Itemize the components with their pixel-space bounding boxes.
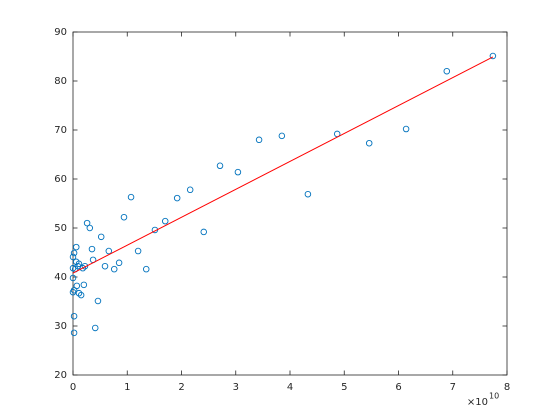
x-multiplier-exponent: 10: [489, 392, 499, 401]
scatter-point: [86, 224, 94, 232]
scatter-point: [134, 247, 142, 255]
scatter-point: [70, 312, 78, 320]
scatter-point: [69, 288, 77, 296]
x-tick-label: 0: [70, 382, 76, 393]
x-tick-label: 6: [395, 382, 401, 393]
scatter-point: [173, 194, 181, 202]
y-tick-label: 50: [54, 223, 67, 234]
scatter-point: [75, 289, 83, 297]
y-tick-label: 20: [54, 370, 67, 381]
y-tick-label: 80: [54, 76, 67, 87]
scatter-point: [69, 253, 77, 261]
y-tick-label: 40: [54, 272, 67, 283]
scatter-point: [97, 233, 105, 241]
scatter-point: [94, 297, 102, 305]
scatter-point: [73, 258, 80, 266]
scatter-point: [69, 264, 77, 272]
scatter-point: [278, 132, 286, 140]
scatter-point: [120, 213, 128, 221]
x-tick-label: 4: [287, 382, 293, 393]
x-tick-label: 5: [341, 382, 347, 393]
x-tick-label: 7: [450, 382, 456, 393]
scatter-point: [161, 217, 169, 225]
x-tick-label: 3: [233, 382, 239, 393]
scatter-point: [443, 67, 451, 75]
scatter-point: [402, 125, 410, 133]
scatter-point: [142, 265, 150, 273]
scatter-point: [110, 265, 118, 273]
scatter-point: [127, 193, 135, 201]
scatter-point: [101, 262, 109, 270]
scatter-point: [304, 190, 312, 198]
x-tick-label: 8: [504, 382, 510, 393]
scatter-point: [186, 186, 194, 194]
x-tick-label: 2: [178, 382, 184, 393]
scatter-point: [83, 219, 91, 227]
scatter-point: [105, 247, 113, 255]
scatter-point: [234, 168, 242, 176]
y-tick-label: 90: [54, 27, 67, 38]
scatter-point: [365, 139, 373, 147]
scatter-point: [70, 249, 78, 257]
scatter-point: [80, 281, 88, 289]
scatter-point: [77, 291, 85, 299]
scatter-point: [91, 324, 99, 332]
scatter-point: [70, 329, 78, 337]
plot-box: [72, 31, 508, 376]
scatter-point: [115, 259, 123, 267]
y-tick-label: 30: [54, 321, 67, 332]
scatter-point: [81, 262, 89, 270]
scatter-point: [255, 136, 263, 144]
scatter-point: [200, 228, 207, 236]
x-multiplier: ×10: [467, 397, 488, 408]
scatter-point: [69, 274, 77, 282]
scatter-point: [88, 245, 96, 253]
scatter-point: [73, 243, 80, 251]
x-tick-label: 1: [124, 382, 130, 393]
y-tick-label: 60: [54, 174, 67, 185]
y-tick-label: 70: [54, 125, 67, 136]
scatter-point: [489, 52, 497, 60]
fit-line: [72, 56, 494, 274]
scatter-point: [216, 162, 224, 170]
